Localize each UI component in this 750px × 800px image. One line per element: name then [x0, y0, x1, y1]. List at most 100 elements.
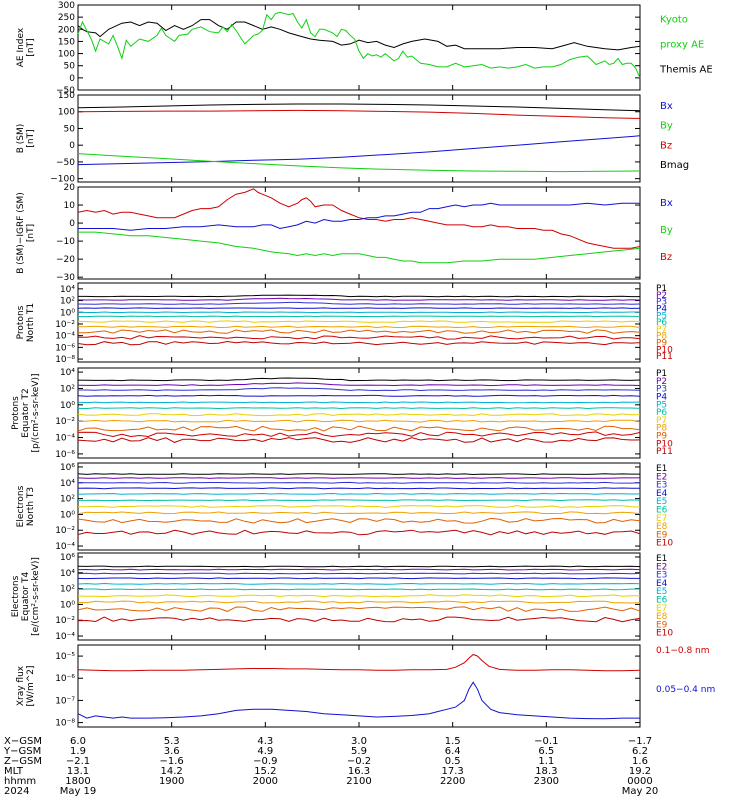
panel-p2: 10⁴ 10² 10⁰ 10⁻² 10⁻⁴ 10⁻⁶ Protons Equator T2 [p… [11, 367, 673, 460]
y-axis-label: B (SM)−IGRF (SM) [16, 192, 26, 274]
y-tick-label: 10⁶ [60, 463, 75, 473]
y-tick-label: 0 [69, 141, 75, 151]
y-axis-label: AE Index [16, 27, 26, 67]
ephemeris-row-label: Y−GSM [3, 746, 41, 757]
panel-bsm: 150 100 50 0 −50 −100 B (SM) [nT] Bx By Bz Bmag [16, 91, 689, 185]
series-line [77, 505, 641, 508]
legend-label: E1 [656, 464, 667, 474]
y-tick-label: 10⁻⁴ [55, 434, 75, 444]
legend-label: P3 [656, 298, 667, 308]
series-line [77, 394, 641, 397]
ephemeris-value: 14.2 [161, 766, 183, 777]
ephemeris-value: 5.9 [351, 746, 367, 757]
ephemeris-row-label: Z−GSM [4, 756, 42, 767]
series-line [77, 311, 641, 314]
ephemeris-value: 16.3 [348, 766, 370, 777]
legend-label: P7 [656, 325, 667, 335]
series-line [77, 425, 641, 432]
y-axis-label: Equator T2 [21, 388, 31, 437]
series-line [77, 377, 641, 382]
y-tick-label: 10⁻⁶ [55, 674, 75, 684]
legend-label: P6 [656, 408, 667, 418]
series-line [77, 594, 640, 598]
series-line [77, 568, 641, 571]
series-line [78, 294, 640, 298]
y-tick-label: 50 [64, 124, 76, 134]
legend-label: E10 [656, 539, 673, 549]
legend-label: E6 [656, 506, 668, 516]
legend-label: E5 [656, 587, 667, 597]
y-tick-label: 10⁻⁶ [55, 343, 75, 353]
legend-label: By [660, 225, 673, 236]
legend-label: proxy AE [660, 40, 704, 51]
series-line [77, 431, 641, 438]
series-line [77, 340, 641, 346]
ephemeris-value: 1800 [65, 776, 90, 787]
series-line [78, 387, 641, 392]
y-axis-label: B (SM) [16, 124, 26, 154]
legend-label: E8 [656, 612, 668, 622]
y-tick-label: 10⁶ [60, 553, 75, 563]
ephemeris-row-label: hhmm [4, 776, 36, 787]
legend-label: E3 [656, 571, 667, 581]
panel-e2: 10⁶ 10⁴ 10² 10⁰ 10⁻² 10⁻⁴ Electrons Equator T4[… [11, 552, 673, 642]
legend-label: E4 [656, 489, 668, 499]
series-line [77, 315, 640, 318]
legend-label: P2 [656, 377, 667, 387]
series-line [77, 473, 640, 476]
ephemeris-value: 2100 [346, 776, 371, 787]
y-tick-label: 10⁰ [60, 600, 75, 610]
series-line [77, 325, 641, 329]
panel-frame [77, 644, 641, 728]
ephemeris-value: May 20 [622, 786, 659, 797]
series-line [77, 653, 641, 672]
y-axis-label: [nT] [26, 224, 36, 242]
y-tick-label: 10 [64, 201, 76, 211]
legend-label: By [660, 121, 673, 132]
y-axis-label: [W/m^2] [26, 666, 36, 707]
legend-label: Bx [660, 101, 673, 112]
y-tick-label: 0 [69, 219, 75, 229]
legend-label: E8 [656, 522, 668, 532]
legend-label: E7 [656, 514, 667, 524]
y-tick-label: 10⁰ [60, 401, 75, 411]
y-tick-label: −100 [50, 175, 75, 185]
ephemeris-value: 6.5 [538, 746, 554, 757]
y-tick-label: 250 [58, 13, 75, 23]
ephemeris-value: 0000 [627, 776, 652, 787]
panel-frame [77, 367, 641, 459]
ephemeris-value: −0.1 [534, 736, 558, 747]
ephemeris-value: 2200 [440, 776, 465, 787]
series-line [78, 335, 641, 340]
legend-label: E9 [656, 620, 668, 630]
series-line [77, 153, 641, 173]
series-line [77, 517, 641, 524]
ephemeris-value: 6.2 [632, 746, 648, 757]
ephemeris-value: 1.5 [445, 736, 461, 747]
legend-label: 0.1−0.8 nm [656, 646, 710, 656]
ephemeris-value: 1900 [159, 776, 184, 787]
ephemeris-value: −0.2 [347, 756, 371, 767]
y-tick-label: 10⁻² [55, 320, 75, 330]
series-line [77, 135, 641, 166]
legend-label: P4 [656, 392, 667, 402]
panel-bigrf: 20 10 0 −10 −20 −30 B (SM)−IGRF (SM) [nT] Bx By Bz [16, 183, 673, 283]
series-line [77, 582, 641, 585]
legend-label: P5 [656, 400, 667, 410]
series-line [77, 606, 641, 612]
ephemeris-value: 1.9 [70, 746, 86, 757]
ephemeris-row-label: 2024 [4, 786, 29, 797]
series-line [78, 231, 641, 264]
y-tick-label: 10² [60, 384, 75, 394]
y-tick-label: 10⁻⁷ [55, 696, 75, 706]
y-tick-label: −20 [56, 255, 75, 265]
y-tick-label: 150 [58, 91, 75, 101]
y-tick-label: −50 [56, 158, 75, 168]
series-line [77, 407, 641, 410]
series-line [77, 565, 641, 568]
ephemeris-value: −0.9 [253, 756, 277, 767]
y-tick-label: 10² [60, 297, 75, 307]
y-tick-label: 150 [58, 37, 75, 47]
